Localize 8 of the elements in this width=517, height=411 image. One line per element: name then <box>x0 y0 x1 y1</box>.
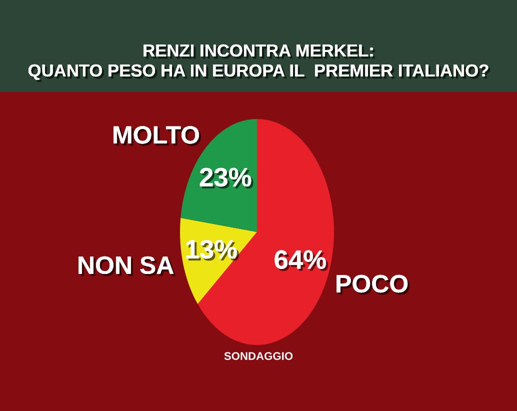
data-label: 23% <box>200 168 254 189</box>
data-label: 64% <box>274 250 328 271</box>
slice-label: NON SA <box>78 256 176 276</box>
text: SONDAGGIO <box>224 352 293 360</box>
data-label: 13% <box>186 240 239 261</box>
chart-title: RENZI INCONTRA MERKEL: QUANTO PESO HA IN EUROPA IL PREMIER ITALIANO? <box>28 44 490 82</box>
slice-label: POCO <box>336 274 410 295</box>
slice-label: MOLTO <box>114 126 202 146</box>
